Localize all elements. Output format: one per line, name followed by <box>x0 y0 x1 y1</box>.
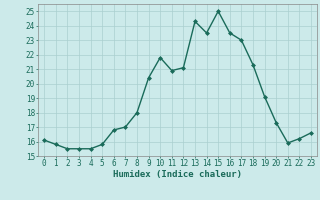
X-axis label: Humidex (Indice chaleur): Humidex (Indice chaleur) <box>113 170 242 179</box>
